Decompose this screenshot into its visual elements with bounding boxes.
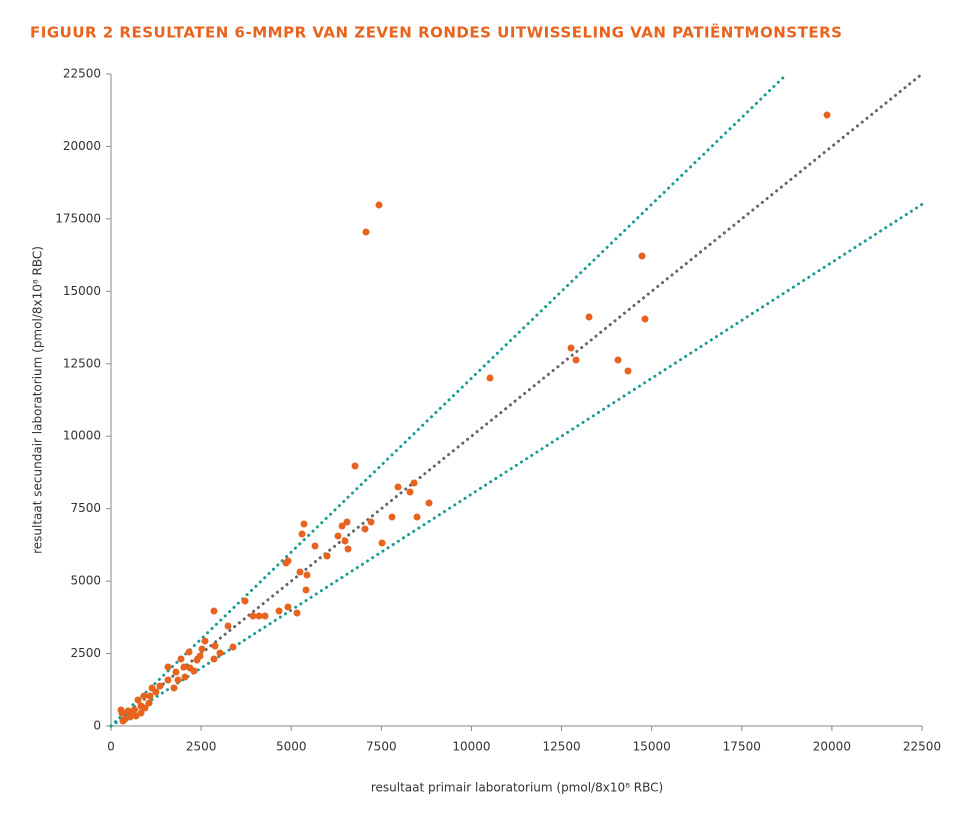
- data-point: [585, 313, 593, 321]
- reference-line: [109, 202, 924, 728]
- data-point: [174, 676, 182, 684]
- x-tick-label: 17500: [723, 740, 761, 754]
- data-point: [185, 648, 193, 656]
- data-point: [638, 252, 646, 260]
- data-point: [567, 344, 575, 352]
- data-point: [180, 663, 188, 671]
- data-point: [198, 645, 206, 653]
- data-point: [311, 542, 319, 550]
- x-tick-label: 7500: [366, 740, 397, 754]
- y-tick-label: 0: [93, 719, 101, 733]
- data-point: [367, 518, 375, 526]
- data-point: [261, 612, 269, 620]
- data-point: [255, 612, 263, 620]
- data-point: [181, 673, 189, 681]
- data-point: [156, 682, 164, 690]
- data-point: [224, 622, 232, 630]
- chart-title: FIGUUR 2 RESULTATEN 6-MMPR VAN ZEVEN RON…: [30, 23, 842, 42]
- data-point: [823, 111, 831, 119]
- data-point: [152, 688, 160, 696]
- data-point: [119, 717, 127, 725]
- data-point: [406, 488, 414, 496]
- x-tick-label: 20000: [813, 740, 851, 754]
- data-point: [140, 692, 148, 700]
- data-point: [229, 643, 237, 651]
- data-point: [293, 609, 301, 617]
- data-point: [410, 479, 418, 487]
- data-point: [210, 607, 218, 615]
- data-point: [300, 520, 308, 528]
- x-tick-label: 0: [107, 740, 115, 754]
- y-tick-label: 20000: [63, 139, 101, 153]
- data-point: [141, 704, 149, 712]
- data-point: [146, 692, 154, 700]
- data-point: [344, 545, 352, 553]
- data-point: [486, 374, 494, 382]
- data-point: [172, 668, 180, 676]
- data-point: [201, 637, 209, 645]
- data-point: [126, 713, 134, 721]
- data-point: [124, 707, 132, 715]
- data-point: [177, 655, 185, 663]
- y-axis-label: resultaat secundair laboratorium (pmol/8…: [31, 246, 45, 554]
- data-point: [164, 663, 172, 671]
- data-point: [134, 696, 142, 704]
- data-point: [275, 607, 283, 615]
- y-tick-label: 2500: [70, 646, 101, 660]
- data-point: [249, 612, 257, 620]
- data-point: [302, 586, 310, 594]
- x-tick-label: 22500: [903, 740, 941, 754]
- data-point: [614, 356, 622, 364]
- data-point: [343, 518, 351, 526]
- data-point: [361, 525, 369, 533]
- data-point: [334, 532, 342, 540]
- data-point: [193, 656, 201, 664]
- data-point: [296, 568, 304, 576]
- data-point: [282, 559, 290, 567]
- reference-line: [109, 72, 924, 728]
- data-point: [210, 655, 218, 663]
- data-point: [145, 699, 153, 707]
- data-point: [394, 483, 402, 491]
- data-point: [164, 676, 172, 684]
- y-tick-label: 7500: [70, 501, 101, 515]
- y-tick-label: 10000: [63, 429, 101, 443]
- x-tick-label: 2500: [186, 740, 217, 754]
- data-point: [303, 571, 311, 579]
- data-point: [190, 667, 198, 675]
- data-point: [241, 597, 249, 605]
- data-point: [413, 513, 421, 521]
- y-tick-label: 5000: [70, 574, 101, 588]
- x-axis-label: resultaat primair laboratorium (pmol/8x1…: [371, 781, 663, 795]
- data-point: [351, 462, 359, 470]
- data-point: [211, 642, 219, 650]
- data-point: [298, 530, 306, 538]
- x-tick-label: 10000: [452, 740, 490, 754]
- data-point: [362, 228, 370, 236]
- data-point: [216, 649, 224, 657]
- data-point: [388, 513, 396, 521]
- y-tick-label: 15000: [63, 284, 101, 298]
- y-tick-label: 12500: [63, 356, 101, 370]
- data-point: [641, 315, 649, 323]
- data-point: [572, 356, 580, 364]
- x-tick-label: 12500: [542, 740, 580, 754]
- data-point: [284, 603, 292, 611]
- x-tick-label: 15000: [633, 740, 671, 754]
- data-point: [338, 522, 346, 530]
- data-point: [341, 537, 349, 545]
- data-point: [170, 684, 178, 692]
- data-point: [375, 201, 383, 209]
- data-point: [624, 367, 632, 375]
- data-point: [323, 552, 331, 560]
- y-tick-label: 175000: [55, 211, 101, 225]
- reference-line: [109, 72, 789, 728]
- data-point: [137, 709, 145, 717]
- data-point: [378, 539, 386, 547]
- y-tick-label: 22500: [63, 67, 101, 81]
- data-point: [425, 499, 433, 507]
- data-point: [117, 706, 125, 714]
- x-tick-label: 5000: [276, 740, 307, 754]
